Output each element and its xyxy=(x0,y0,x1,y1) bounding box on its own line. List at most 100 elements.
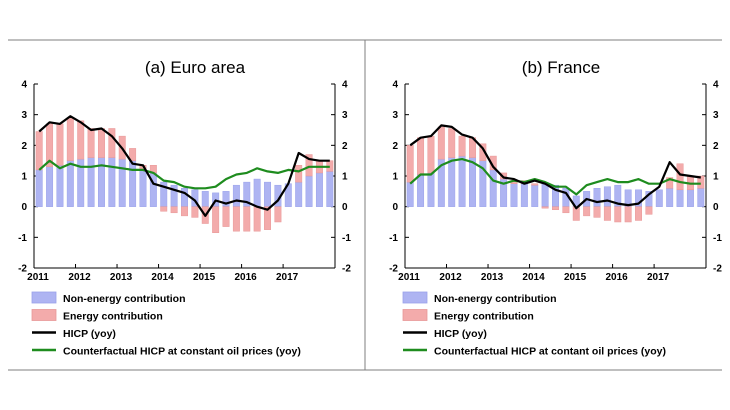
bar-energy xyxy=(603,206,611,221)
x-tick-label: 2013 xyxy=(481,272,504,283)
panel-france: (b) France -2 -2 -1 -1 0 0 1 1 2 2 3 3 4 4 2011 2012 201… xyxy=(389,58,722,358)
y-tick-label-left: 2 xyxy=(21,141,27,152)
bar-non-energy xyxy=(201,191,209,207)
y-tick-label-right: 0 xyxy=(713,202,719,213)
y-tick-label-right: 1 xyxy=(342,172,348,183)
counterfactual-line xyxy=(409,158,701,196)
y-tick-label-right: -2 xyxy=(713,264,722,275)
bar-energy xyxy=(437,126,445,160)
bar-energy xyxy=(170,206,178,214)
legend-swatch-non-energy xyxy=(31,291,57,304)
bar-non-energy xyxy=(181,188,188,207)
bar-energy xyxy=(676,163,684,191)
bar-non-energy xyxy=(56,165,64,207)
bar-energy xyxy=(181,206,188,217)
bar-energy xyxy=(108,128,116,158)
y-tick-label-left: 0 xyxy=(392,202,398,213)
bar-non-energy xyxy=(593,188,601,207)
bar-non-energy xyxy=(510,183,518,207)
y-tick-label-left: 4 xyxy=(392,80,398,91)
y-tick-label-left: 3 xyxy=(392,110,398,121)
y-tick-label-left: -1 xyxy=(18,233,27,244)
panel-a-title: (a) Euro area xyxy=(145,58,246,77)
legend-label-counterfactual: Counterfactual HICP at constant oil pric… xyxy=(63,346,301,358)
bar-energy xyxy=(666,177,674,189)
bar-energy xyxy=(645,206,653,215)
bar-non-energy xyxy=(406,181,414,207)
y-tick-label-right: 1 xyxy=(713,172,719,183)
bar-energy xyxy=(212,206,220,233)
y-tick-label-left: 1 xyxy=(21,172,27,183)
bar-energy xyxy=(583,206,591,217)
bar-energy xyxy=(635,206,643,221)
x-tick-label: 2011 xyxy=(27,272,49,283)
bar-non-energy xyxy=(686,189,694,207)
bar-non-energy xyxy=(129,160,137,207)
y-tick-label-left: -2 xyxy=(18,264,27,275)
legend-label-energy: Energy contribution xyxy=(63,311,163,323)
y-tick-label-left: 3 xyxy=(21,110,27,121)
bar-energy xyxy=(66,117,74,161)
x-tick-label: 2012 xyxy=(68,272,91,283)
bar-energy xyxy=(46,123,54,168)
hicp-line xyxy=(38,115,330,217)
bar-non-energy xyxy=(417,174,425,207)
x-tick-label: 2015 xyxy=(564,272,587,283)
x-tick-label: 2014 xyxy=(522,272,545,283)
panel-a-plot: -2 -2 -1 -1 0 0 1 1 2 2 3 3 4 4 2011 2012 2013 2014 2015 20… xyxy=(18,80,351,284)
bar-energy xyxy=(427,135,435,174)
legend-swatch-energy xyxy=(31,309,57,321)
bar-non-energy xyxy=(315,172,323,207)
bar-non-energy xyxy=(66,160,74,207)
legend-label-non-energy: Non-energy contribution xyxy=(434,293,557,305)
x-tick-label: 2016 xyxy=(234,272,257,283)
bar-energy xyxy=(129,148,137,161)
bar-non-energy xyxy=(520,183,528,207)
bar-non-energy xyxy=(46,166,54,207)
x-tick-label: 2011 xyxy=(398,272,420,283)
panel-b-plot: -2 -2 -1 -1 0 0 1 1 2 2 3 3 4 4 2011 2012 2013 2014 2015 20… xyxy=(389,80,722,284)
bar-non-energy xyxy=(108,157,116,207)
bar-energy xyxy=(552,206,559,210)
y-tick-label-right: 0 xyxy=(342,202,348,213)
y-tick-label-left: 2 xyxy=(392,141,398,152)
bar-non-energy xyxy=(448,157,456,207)
bar-non-energy xyxy=(603,186,611,207)
bar-non-energy xyxy=(264,181,272,207)
bar-non-energy xyxy=(489,169,497,207)
legend-label-counterfactual: Counterfactual HICP at contant oil price… xyxy=(434,346,666,358)
legend-label-hicp: HICP (yoy) xyxy=(63,328,116,340)
bar-non-energy xyxy=(295,181,303,207)
y-tick-label-right: 3 xyxy=(342,110,348,121)
x-tick-label: 2016 xyxy=(605,272,628,283)
y-tick-label-right: 2 xyxy=(713,141,719,152)
bar-energy xyxy=(562,206,570,214)
bar-energy xyxy=(531,183,539,186)
bar-non-energy xyxy=(676,189,684,207)
bar-energy xyxy=(253,206,261,232)
hicp-line xyxy=(409,124,701,210)
bar-energy xyxy=(77,120,85,160)
bar-non-energy xyxy=(541,183,549,207)
y-tick-label-right: 4 xyxy=(342,80,348,91)
bar-energy xyxy=(160,206,168,212)
legend-label-hicp: HICP (yoy) xyxy=(434,328,487,340)
bar-non-energy xyxy=(427,172,435,207)
bar-energy xyxy=(593,206,601,218)
bar-non-energy xyxy=(139,169,147,207)
bar-energy xyxy=(35,131,43,171)
bar-non-energy xyxy=(531,184,539,207)
legend-swatch-energy xyxy=(402,309,428,321)
panel-a-legend: Non-energy contribution Energy contributi… xyxy=(31,291,301,358)
y-tick-label-left: -1 xyxy=(389,233,398,244)
bar-non-energy xyxy=(655,189,663,207)
bar-energy xyxy=(458,135,466,157)
legend-label-non-energy: Non-energy contribution xyxy=(63,293,186,305)
bar-non-energy xyxy=(87,157,95,207)
bar-non-energy xyxy=(118,158,126,207)
bar-non-energy xyxy=(232,184,240,207)
y-tick-label-left: 1 xyxy=(392,172,398,183)
panel-b-legend: Non-energy contribution Energy contributi… xyxy=(402,291,666,358)
legend-label-energy: Energy contribution xyxy=(434,311,534,323)
bar-energy xyxy=(56,123,64,166)
